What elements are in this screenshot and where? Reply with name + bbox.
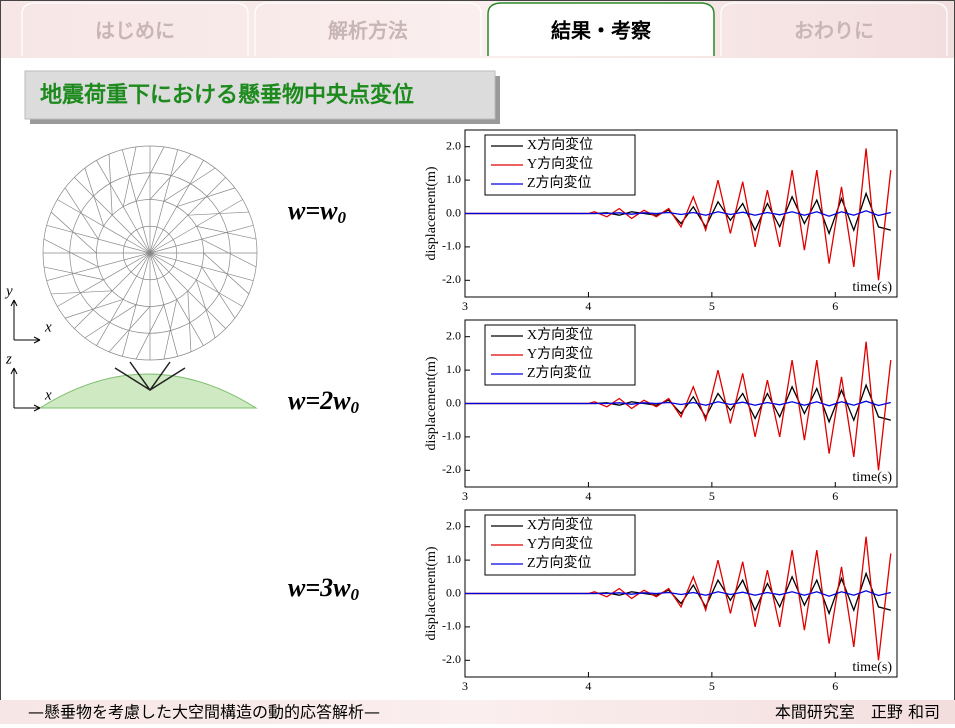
y-tick-label: -2.0 bbox=[442, 652, 461, 666]
mesh-edge bbox=[150, 253, 253, 281]
x-tick-label: 3 bbox=[462, 489, 468, 503]
y-tick-label: -1.0 bbox=[442, 619, 461, 633]
x-axis-label: time(s) bbox=[852, 660, 892, 675]
case-sub: 0 bbox=[351, 585, 360, 604]
case-text: w=w bbox=[288, 196, 338, 225]
y-axis-label: displacement(m) bbox=[424, 546, 439, 640]
legend-label: Z方向変位 bbox=[527, 554, 592, 571]
x-tick-label: 4 bbox=[585, 489, 591, 503]
y-tick-label: 0.0 bbox=[446, 205, 461, 219]
y-tick-label: 2.0 bbox=[446, 138, 461, 152]
legend-label: Y方向変位 bbox=[527, 155, 593, 172]
legend-label: X方向変位 bbox=[527, 516, 593, 533]
slide: はじめに解析方法結果・考察おわりに 地震荷重下における懸垂物中央点変位 y x … bbox=[0, 0, 955, 724]
y-tick-label: 1.0 bbox=[446, 552, 461, 566]
legend-label: Z方向変位 bbox=[527, 174, 592, 191]
footer-right: 本間研究室 正野 和司 bbox=[775, 703, 940, 722]
axis-label: x bbox=[44, 387, 52, 403]
x-tick-label: 6 bbox=[832, 299, 838, 313]
x-axis-label: time(s) bbox=[852, 470, 892, 485]
x-tick-label: 4 bbox=[585, 299, 591, 313]
x-tick-label: 5 bbox=[709, 679, 715, 693]
y-axis-label: displacement(m) bbox=[424, 166, 439, 260]
legend-label: Y方向変位 bbox=[527, 345, 593, 362]
case-sub: 0 bbox=[351, 398, 360, 417]
legend-label: X方向変位 bbox=[527, 136, 593, 153]
case-label: w=2w0 bbox=[288, 386, 360, 417]
case-text: w=3w bbox=[288, 573, 351, 602]
footer-left: —懸垂物を考慮した大空間構造の動的応答解析— bbox=[28, 703, 380, 722]
x-tick-label: 6 bbox=[832, 679, 838, 693]
legend-label: Y方向変位 bbox=[527, 535, 593, 552]
x-tick-label: 4 bbox=[585, 679, 591, 693]
y-tick-label: -2.0 bbox=[442, 462, 461, 476]
x-tick-label: 3 bbox=[462, 299, 468, 313]
tab-label: 解析方法 bbox=[328, 19, 408, 43]
mesh-plan bbox=[43, 146, 257, 360]
case-sub: 0 bbox=[338, 208, 347, 227]
tab-label: おわりに bbox=[794, 19, 874, 43]
tab-label: はじめに bbox=[95, 19, 175, 43]
y-tick-label: -1.0 bbox=[442, 429, 461, 443]
y-tick-label: 1.0 bbox=[446, 172, 461, 186]
x-tick-label: 5 bbox=[709, 489, 715, 503]
axis-label: y bbox=[4, 283, 13, 299]
case-label: w=3w0 bbox=[288, 573, 360, 604]
mesh-edge bbox=[150, 253, 204, 346]
case-text: w=2w bbox=[288, 386, 351, 415]
axis-label: z bbox=[5, 351, 12, 367]
y-tick-label: 2.0 bbox=[446, 518, 461, 532]
x-tick-label: 5 bbox=[709, 299, 715, 313]
x-tick-label: 6 bbox=[832, 489, 838, 503]
y-tick-label: 0.0 bbox=[446, 585, 461, 599]
x-axis-label: time(s) bbox=[852, 280, 892, 295]
y-tick-label: -1.0 bbox=[442, 239, 461, 253]
case-label: w=w0 bbox=[288, 196, 347, 227]
legend-label: Z方向変位 bbox=[527, 364, 592, 381]
y-tick-label: 0.0 bbox=[446, 395, 461, 409]
y-axis-label: displacement(m) bbox=[424, 356, 439, 450]
tab-label: 結果・考察 bbox=[551, 19, 652, 43]
axis-label: x bbox=[44, 319, 52, 335]
y-tick-label: -2.0 bbox=[442, 272, 461, 286]
mesh-edge bbox=[97, 253, 151, 346]
y-tick-label: 2.0 bbox=[446, 328, 461, 342]
heading: 地震荷重下における懸垂物中央点変位 bbox=[40, 82, 414, 108]
axes-icons bbox=[11, 300, 40, 411]
mesh-elevation bbox=[40, 374, 256, 408]
legend-label: X方向変位 bbox=[527, 326, 593, 343]
y-tick-label: 1.0 bbox=[446, 362, 461, 376]
x-tick-label: 3 bbox=[462, 679, 468, 693]
